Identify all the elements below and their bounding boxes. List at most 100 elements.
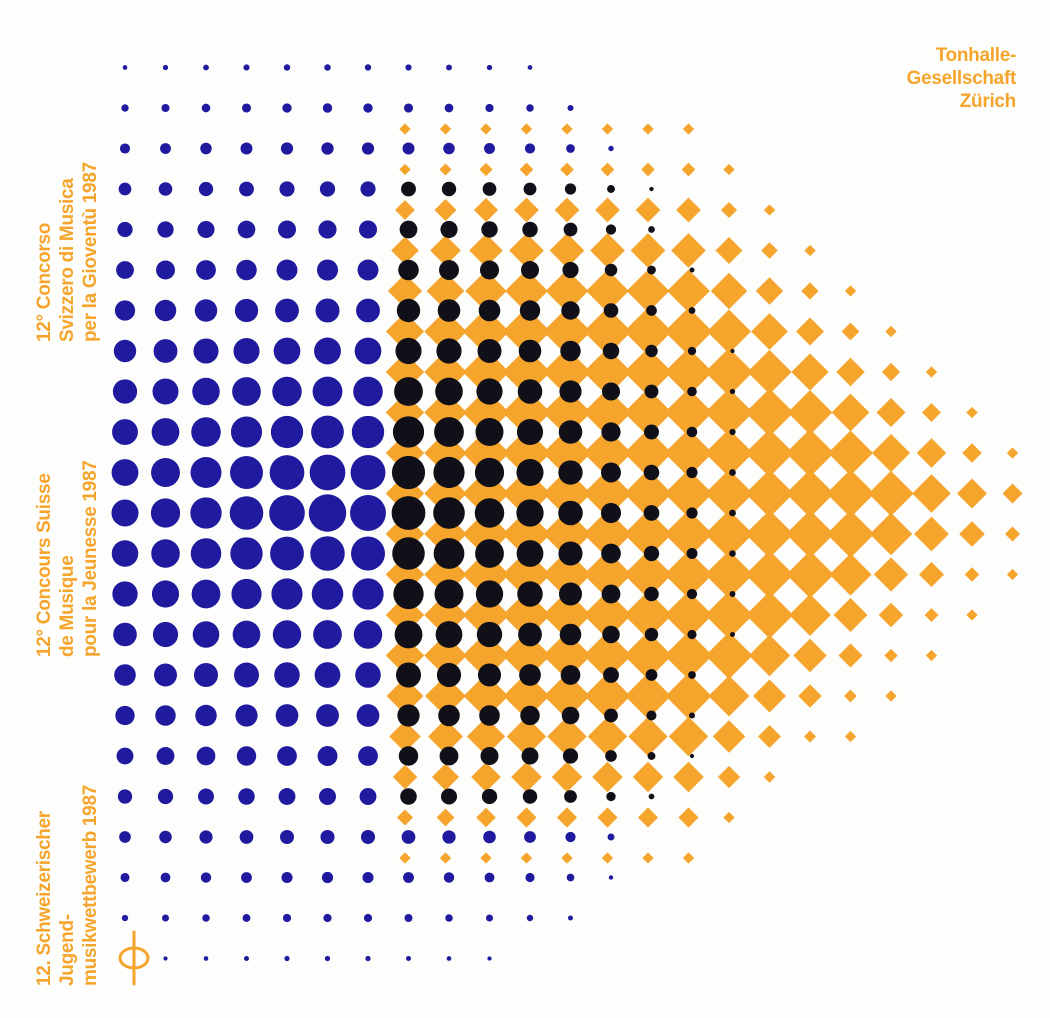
black-overlap-circle xyxy=(394,620,423,649)
black-overlap-circle xyxy=(687,629,697,640)
black-overlap-circle xyxy=(600,502,622,524)
blue-circle xyxy=(151,458,180,487)
blue-circle xyxy=(351,536,385,571)
orange-diamond xyxy=(583,550,632,599)
orange-diamond xyxy=(705,631,753,680)
black-overlap-circle xyxy=(474,457,505,488)
black-overlap-circle xyxy=(686,426,698,438)
orange-diamond xyxy=(623,469,673,518)
orange-diamond xyxy=(869,512,913,556)
black-overlap-circle xyxy=(558,420,583,444)
orange-diamond xyxy=(708,675,750,717)
orange-diamond xyxy=(925,649,938,662)
orange-diamond xyxy=(829,553,872,596)
orange-diamond xyxy=(844,689,857,703)
orange-diamond xyxy=(547,716,587,757)
blue-circle xyxy=(362,871,374,884)
black-overlap-circle xyxy=(476,378,503,405)
black-overlap-circle xyxy=(564,790,577,803)
blue-circle xyxy=(162,64,169,71)
orange-diamond xyxy=(828,430,873,476)
black-overlap-circle xyxy=(644,627,659,642)
black-overlap-circle xyxy=(400,788,417,805)
black-overlap-circle xyxy=(480,746,499,766)
orange-diamond xyxy=(747,349,792,395)
black-overlap-circle xyxy=(560,340,581,362)
orange-diamond xyxy=(590,233,625,268)
orange-diamond xyxy=(1002,483,1023,504)
orange-diamond xyxy=(583,509,632,559)
blue-circle xyxy=(117,789,133,804)
title-line: Svizzero di Musica xyxy=(57,178,78,342)
black-overlap-circle xyxy=(395,662,422,688)
blue-circle xyxy=(159,830,172,844)
orange-diamond xyxy=(959,521,985,547)
orange-diamond xyxy=(1006,568,1019,581)
orange-diamond xyxy=(630,233,666,268)
orange-diamond xyxy=(826,510,875,558)
orange-diamond xyxy=(632,761,664,793)
black-overlap-circle xyxy=(516,418,544,446)
orange-diamond xyxy=(763,204,776,216)
black-overlap-circle xyxy=(392,416,425,448)
blue-circle xyxy=(314,662,341,688)
orange-diamond xyxy=(664,469,713,518)
black-overlap-circle xyxy=(686,507,698,519)
orange-diamond xyxy=(833,598,868,632)
black-overlap-circle xyxy=(643,545,660,562)
black-overlap-circle xyxy=(520,705,540,726)
blue-circle xyxy=(232,620,261,649)
blue-circle xyxy=(316,259,339,281)
orange-diamond xyxy=(439,163,452,176)
black-overlap-circle xyxy=(394,377,423,406)
black-overlap-circle xyxy=(604,708,618,723)
blue-circle xyxy=(360,181,376,197)
blue-circle xyxy=(117,221,133,238)
blue-circle xyxy=(279,181,295,197)
blue-circle xyxy=(278,788,296,805)
blue-circle xyxy=(162,914,169,922)
orange-diamond xyxy=(428,719,463,754)
orange-diamond xyxy=(600,162,615,177)
blue-circle xyxy=(314,337,341,365)
orange-diamond xyxy=(554,197,580,223)
orange-diamond xyxy=(396,809,414,826)
black-overlap-circle xyxy=(644,424,659,440)
orange-diamond xyxy=(682,123,695,135)
black-overlap-circle xyxy=(603,667,619,683)
black-overlap-circle xyxy=(644,384,659,399)
blue-circle xyxy=(607,833,615,841)
orange-diamond xyxy=(758,725,781,748)
title-line: 12° Concours Suisse xyxy=(34,473,55,657)
orange-diamond xyxy=(704,509,754,559)
orange-diamond xyxy=(556,807,578,828)
black-overlap-circle xyxy=(559,380,582,403)
black-overlap-circle xyxy=(601,422,621,442)
black-overlap-circle xyxy=(606,791,616,802)
black-overlap-circle xyxy=(517,379,543,404)
black-overlap-circle xyxy=(729,428,736,436)
black-overlap-circle xyxy=(688,307,696,314)
blue-circle xyxy=(272,620,302,649)
blue-circle xyxy=(152,378,179,405)
black-overlap-circle xyxy=(475,580,504,608)
orange-diamond xyxy=(583,428,632,478)
black-overlap-circle xyxy=(605,750,617,762)
orange-diamond xyxy=(635,197,661,223)
blue-circle xyxy=(157,221,174,238)
orange-diamond xyxy=(664,590,713,640)
orange-diamond xyxy=(745,469,794,518)
black-overlap-circle xyxy=(516,540,544,567)
orange-diamond xyxy=(785,469,835,518)
orange-diamond xyxy=(561,852,573,864)
orange-diamond xyxy=(399,123,411,135)
black-overlap-circle xyxy=(729,469,736,476)
blue-circle xyxy=(319,181,336,197)
blue-circle xyxy=(112,379,138,404)
orange-diamond xyxy=(642,123,654,135)
orange-diamond xyxy=(476,807,496,828)
orange-diamond xyxy=(561,123,573,135)
orange-diamond xyxy=(392,764,418,790)
black-overlap-circle xyxy=(607,185,615,193)
